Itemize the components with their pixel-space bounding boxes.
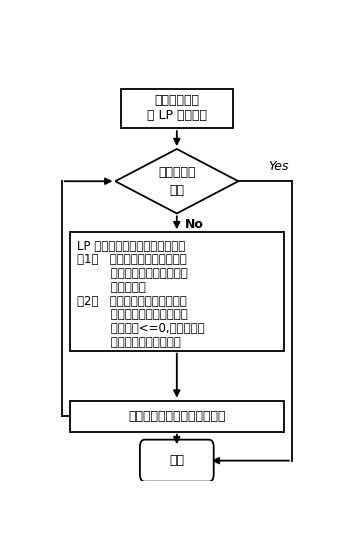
Text: 小数之和。: 小数之和。 bbox=[77, 281, 145, 294]
Text: 使右侧项<=0,添加松弛变: 使右侧项<=0,添加松弛变 bbox=[77, 322, 204, 335]
Text: 结束: 结束 bbox=[169, 454, 184, 467]
Text: 成小于该数的最大整数与: 成小于该数的最大整数与 bbox=[77, 267, 187, 280]
Text: 量后作为约束条件加入: 量后作为约束条件加入 bbox=[77, 336, 180, 349]
Text: 所有解均为: 所有解均为 bbox=[158, 166, 196, 179]
Text: （1）   将每个变量系数及右端写: （1） 将每个变量系数及右端写 bbox=[77, 253, 186, 266]
Text: （2）   将所有整数项留在左侧，: （2） 将所有整数项留在左侧， bbox=[77, 294, 186, 307]
FancyBboxPatch shape bbox=[70, 401, 284, 432]
FancyBboxPatch shape bbox=[121, 89, 233, 128]
Text: 所有小数项移到右侧，并: 所有小数项移到右侧，并 bbox=[77, 308, 187, 321]
FancyBboxPatch shape bbox=[70, 232, 284, 350]
Text: 由单纯形法求: 由单纯形法求 bbox=[154, 94, 199, 107]
Polygon shape bbox=[115, 149, 238, 213]
Text: No: No bbox=[185, 218, 204, 231]
Text: Yes: Yes bbox=[269, 160, 289, 173]
Text: LP 中选一个约束条件用于切割：: LP 中选一个约束条件用于切割： bbox=[77, 240, 185, 253]
FancyBboxPatch shape bbox=[140, 440, 214, 482]
Text: 使用对偶单纯形法进一步求解: 使用对偶单纯形法进一步求解 bbox=[128, 410, 226, 423]
Text: 整数: 整数 bbox=[169, 184, 184, 197]
Text: 出 LP 的最优解: 出 LP 的最优解 bbox=[147, 110, 207, 123]
